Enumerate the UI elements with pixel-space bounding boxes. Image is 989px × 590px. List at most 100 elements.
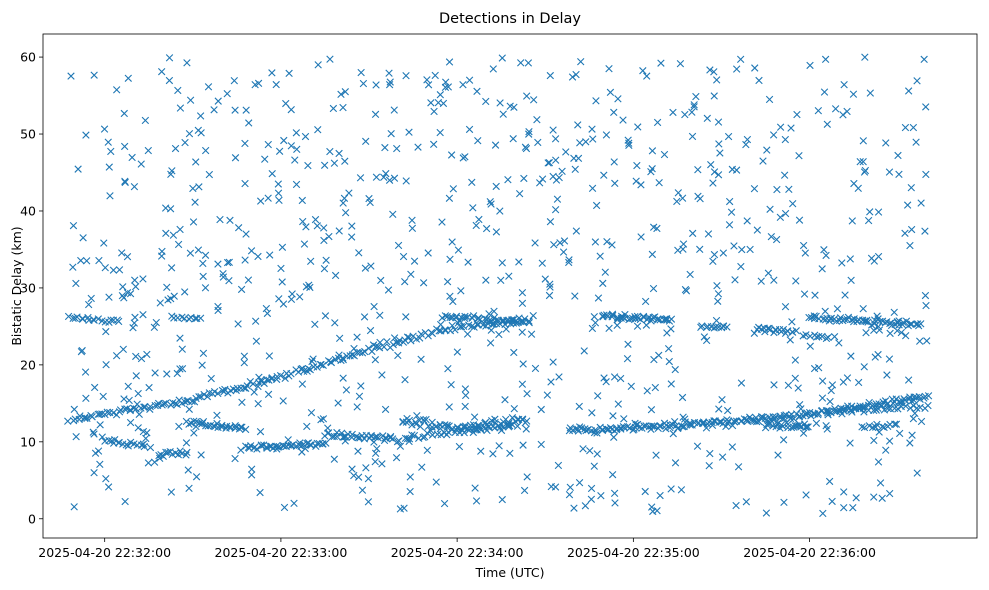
detection-point <box>693 442 702 450</box>
detection-point <box>472 221 480 230</box>
detection-point <box>183 59 191 67</box>
detection-point <box>525 127 533 136</box>
detection-point <box>802 423 811 431</box>
detection-point <box>818 394 827 402</box>
detection-point <box>712 316 721 325</box>
detection-point <box>330 159 339 167</box>
detection-point <box>335 351 343 359</box>
detection-point <box>674 246 682 255</box>
detection-point <box>601 268 609 276</box>
detection-point <box>189 184 197 193</box>
detection-point <box>482 276 490 284</box>
detection-point <box>337 90 345 99</box>
detection-point <box>660 150 669 159</box>
detection-point <box>196 112 205 120</box>
detection-point <box>279 397 287 405</box>
detection-point <box>197 393 205 401</box>
detection-point <box>570 504 578 512</box>
detection-point <box>320 264 329 273</box>
detection-point <box>571 165 579 173</box>
detection-point <box>858 423 866 431</box>
detection-point <box>840 503 848 512</box>
detection-point <box>393 144 401 153</box>
detection-point <box>378 371 386 379</box>
detection-point <box>718 395 726 404</box>
detection-point <box>518 299 527 308</box>
detection-point <box>497 276 505 284</box>
detection-point <box>767 232 776 241</box>
detection-point <box>849 504 857 512</box>
detection-point <box>510 348 518 357</box>
detection-point <box>285 69 293 78</box>
detection-point <box>261 155 269 163</box>
detection-point <box>924 392 933 400</box>
detection-point <box>666 421 674 429</box>
detection-point <box>722 422 730 431</box>
detection-point <box>406 473 414 481</box>
detection-point <box>702 336 711 345</box>
detection-point <box>694 192 702 200</box>
detection-point <box>231 106 239 114</box>
detection-point <box>400 504 408 512</box>
detection-point <box>810 312 818 320</box>
detection-point <box>445 194 454 202</box>
detection-point <box>237 285 246 294</box>
detection-point <box>94 315 103 323</box>
detection-point <box>800 290 809 298</box>
detection-point <box>417 355 425 363</box>
detection-point <box>121 497 129 506</box>
detection-point <box>613 321 621 330</box>
detection-point <box>181 138 189 147</box>
detection-point <box>723 323 731 331</box>
detection-point <box>275 147 284 155</box>
x-tick-label: 2025-04-20 22:36:00 <box>743 545 876 560</box>
detection-point <box>81 368 90 376</box>
detection-point <box>454 246 463 254</box>
detection-point <box>455 442 464 451</box>
detection-point <box>125 396 133 405</box>
detection-point <box>550 241 558 249</box>
detection-point <box>250 388 258 396</box>
detection-point <box>406 487 414 496</box>
detection-point <box>894 151 902 160</box>
detection-point <box>403 333 412 341</box>
detection-point <box>264 390 273 399</box>
detection-point <box>559 248 568 256</box>
detection-point <box>737 379 746 387</box>
detection-point <box>904 87 913 95</box>
detection-point <box>906 320 915 328</box>
detection-point <box>565 258 573 267</box>
detection-point <box>247 247 256 255</box>
detection-point <box>386 78 394 86</box>
detection-point <box>647 406 656 414</box>
detection-point <box>827 386 835 395</box>
y-tick-label: 10 <box>20 434 36 449</box>
detection-point <box>455 316 464 325</box>
detection-point <box>680 422 688 431</box>
detection-point <box>470 413 479 421</box>
detection-point <box>486 197 494 206</box>
detection-point <box>474 421 482 430</box>
detection-point <box>546 218 555 226</box>
detection-point <box>256 427 265 436</box>
detection-point <box>856 158 864 166</box>
detection-point <box>571 292 579 300</box>
detection-point <box>432 422 440 431</box>
detection-point <box>755 76 763 85</box>
detection-point <box>210 106 218 114</box>
detection-point <box>805 313 813 322</box>
detection-point <box>348 351 357 359</box>
detection-point <box>167 264 176 272</box>
detection-point <box>231 154 240 162</box>
detection-point <box>847 406 856 414</box>
detection-point <box>593 429 601 437</box>
detection-point <box>897 328 906 337</box>
detection-point <box>639 67 647 75</box>
detection-point <box>385 69 393 77</box>
detection-point <box>120 109 128 118</box>
detection-point <box>264 140 272 149</box>
detection-point <box>123 252 132 261</box>
detection-point <box>610 433 618 441</box>
detection-point <box>366 326 375 335</box>
detection-point <box>555 373 563 381</box>
